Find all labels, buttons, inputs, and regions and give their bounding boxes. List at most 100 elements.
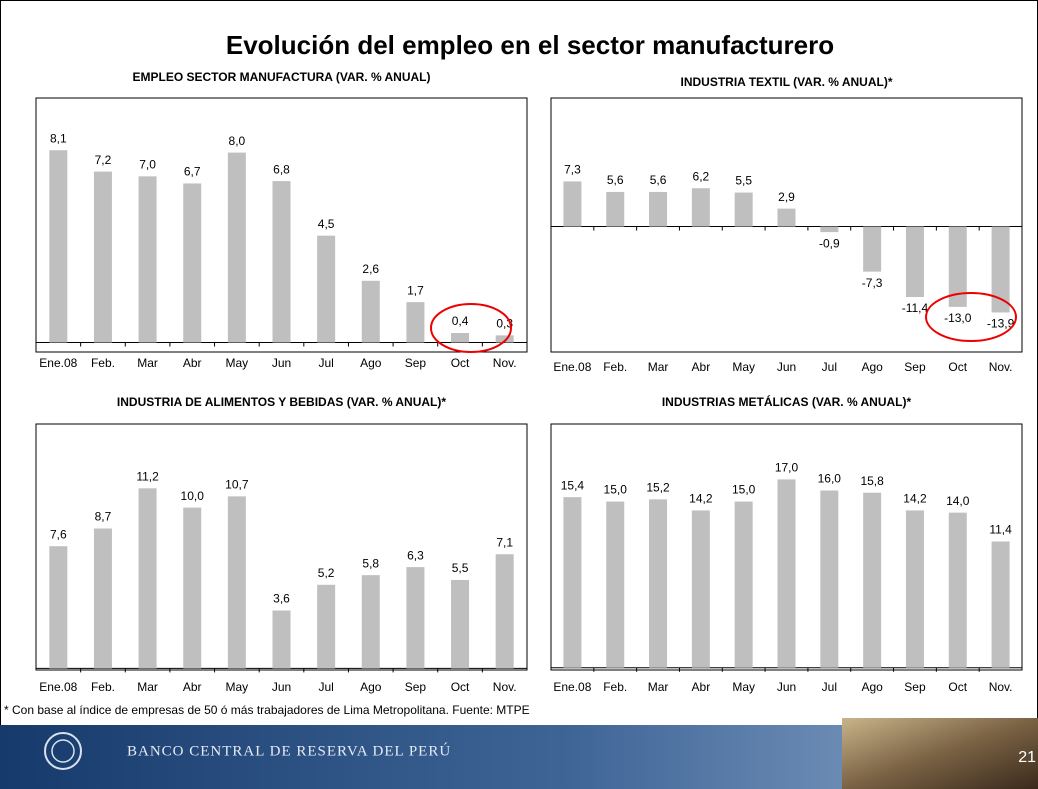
x-tick-label: Mar: [137, 356, 158, 370]
value-label: 6,3: [407, 548, 424, 562]
value-label: 17,0: [775, 461, 799, 475]
charts: EMPLEO SECTOR MANUFACTURA (VAR. % ANUAL)…: [35, 70, 1023, 694]
value-label: -11,4: [902, 301, 929, 315]
x-tick-label: Abr: [692, 360, 711, 374]
bar: [991, 541, 1010, 668]
value-label: 15,2: [646, 481, 670, 495]
value-label: 11,2: [136, 469, 159, 483]
x-tick-label: Mar: [648, 360, 669, 374]
x-tick-label: May: [226, 356, 249, 370]
bar: [272, 610, 291, 669]
x-tick-label: Feb.: [91, 680, 115, 694]
logo-inner: [51, 739, 75, 763]
logo: [44, 732, 82, 770]
bank-name: BANCO CENTRAL DE RESERVA DEL PERÚ: [127, 742, 451, 759]
value-label: 7,2: [95, 153, 112, 167]
plot-frame: [35, 97, 528, 353]
value-label: 5,5: [735, 174, 752, 188]
bar: [649, 191, 668, 227]
bar: [495, 335, 514, 343]
value-label: 7,6: [50, 527, 67, 541]
chart-title: EMPLEO SECTOR MANUFACTURA (VAR. % ANUAL): [133, 70, 431, 84]
value-label: 8,7: [95, 510, 112, 524]
x-tick-label: Ago: [861, 680, 883, 694]
x-tick-label: Nov.: [493, 356, 517, 370]
value-label: 14,2: [903, 492, 927, 506]
x-tick-label: May: [732, 680, 755, 694]
bar: [606, 501, 625, 668]
bar: [49, 150, 68, 343]
plot-frame: [35, 423, 528, 671]
bar: [183, 507, 202, 669]
chart-title: INDUSTRIAS METÁLICAS (VAR. % ANUAL)*: [662, 394, 912, 409]
value-label: -7,3: [862, 276, 883, 290]
value-label: 10,0: [181, 489, 205, 503]
value-label: 7,3: [564, 163, 581, 177]
bar: [227, 152, 246, 343]
value-label: 6,7: [184, 165, 201, 179]
x-tick-label: Feb.: [603, 680, 627, 694]
bar: [777, 208, 796, 227]
bar: [272, 181, 291, 343]
x-tick-label: Oct: [451, 356, 470, 370]
value-label: 5,2: [318, 566, 335, 580]
x-tick-label: Sep: [904, 680, 926, 694]
x-tick-label: Feb.: [603, 360, 627, 374]
plot-frame: [550, 423, 1023, 671]
x-tick-label: Jun: [777, 360, 796, 374]
value-label: 14,0: [946, 494, 970, 508]
value-label: 0,4: [452, 314, 469, 328]
value-label: 7,1: [496, 535, 513, 549]
plot-frame: [550, 97, 1023, 353]
x-tick-label: Nov.: [493, 680, 517, 694]
bar: [649, 499, 668, 668]
bar: [905, 226, 924, 297]
bar: [361, 280, 380, 343]
x-tick-label: Ene.08: [553, 360, 591, 374]
x-tick-label: Jul: [318, 680, 333, 694]
value-label: -0,9: [819, 236, 840, 250]
x-tick-label: Sep: [405, 680, 427, 694]
x-tick-label: Sep: [405, 356, 427, 370]
x-tick-label: May: [732, 360, 755, 374]
value-label: 5,6: [607, 173, 624, 187]
bar: [317, 584, 336, 669]
value-label: 14,2: [689, 492, 713, 506]
bar: [734, 501, 753, 668]
value-label: 7,0: [139, 158, 156, 172]
x-tick-label: Jul: [822, 360, 837, 374]
chart-title: INDUSTRIA DE ALIMENTOS Y BEBIDAS (VAR. %…: [117, 395, 446, 409]
bar: [183, 183, 202, 343]
bar: [734, 192, 753, 227]
bar: [227, 496, 246, 669]
x-tick-label: Jun: [272, 356, 291, 370]
bar: [820, 490, 839, 668]
bar: [451, 579, 470, 669]
value-label: 15,8: [860, 474, 884, 488]
bar: [495, 554, 514, 669]
value-label: 5,6: [650, 173, 667, 187]
bar: [691, 510, 710, 668]
highlight-circle: [925, 292, 1017, 342]
bar: [991, 226, 1010, 313]
value-label: 8,0: [229, 134, 246, 148]
value-label: 5,5: [452, 561, 469, 575]
x-tick-label: Oct: [948, 360, 967, 374]
bar: [93, 171, 112, 343]
highlight-circle: [430, 303, 512, 353]
value-label: 2,9: [778, 190, 795, 204]
x-tick-label: Ago: [861, 360, 883, 374]
x-tick-label: Ago: [360, 356, 382, 370]
x-tick-label: Mar: [648, 680, 669, 694]
footnote: * Con base al índice de empresas de 50 ó…: [4, 703, 530, 717]
bar: [451, 333, 470, 343]
x-tick-label: Ene.08: [39, 680, 77, 694]
slide-title: Evolución del empleo en el sector manufa…: [226, 30, 834, 60]
x-tick-label: Nov.: [989, 360, 1013, 374]
x-tick-label: Sep: [904, 360, 926, 374]
x-tick-label: Abr: [183, 680, 202, 694]
value-label: 2,6: [362, 262, 379, 276]
value-label: 10,7: [225, 478, 249, 492]
bar: [820, 226, 839, 233]
